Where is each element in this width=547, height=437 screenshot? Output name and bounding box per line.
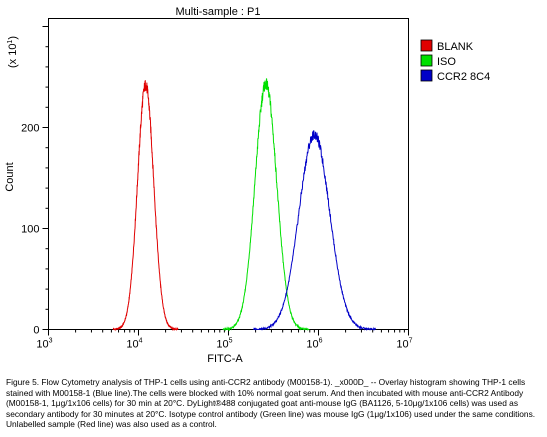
- y-tick-label: 100: [21, 224, 39, 236]
- x-tick-base: 10: [396, 339, 408, 351]
- x-tick-exponent: 3: [49, 338, 53, 345]
- x-tick-base: 10: [216, 339, 228, 351]
- legend-label: ISO: [437, 56, 456, 68]
- x-tick-exponent: 6: [319, 338, 323, 345]
- legend-label: CCR2 8C4: [437, 71, 490, 83]
- x-tick-label: 105: [216, 338, 232, 351]
- x-tick-label: 107: [396, 338, 412, 351]
- plot-frame: [48, 18, 409, 330]
- histogram-line-ccr2-8c4: [253, 130, 376, 332]
- y-tick-label: 0: [33, 325, 39, 337]
- x-tick-label: 104: [126, 338, 142, 351]
- legend-swatch: [420, 69, 433, 82]
- histogram-line-blank: [112, 80, 179, 332]
- chart-title: Multi-sample : P1: [176, 6, 261, 18]
- y-multiplier-prefix: (x 10: [7, 44, 19, 68]
- flow-cytometry-chart: Multi-sample : P1 (x 101) Count FITC-A 1…: [4, 6, 490, 365]
- legend-swatch: [420, 39, 433, 52]
- histogram-series: [112, 78, 376, 332]
- y-multiplier-exponent: 1: [7, 40, 14, 44]
- legend-label: BLANK: [437, 41, 474, 53]
- x-axis-ticks: 103 104 105 106 107: [36, 329, 413, 351]
- figure-caption: Figure 5. Flow Cytometry analysis of THP…: [6, 377, 536, 430]
- x-tick-exponent: 4: [139, 338, 143, 345]
- legend: BLANK ISO CCR2 8C4: [420, 39, 490, 83]
- x-tick-exponent: 5: [229, 338, 233, 345]
- x-tick-label: 106: [306, 338, 322, 351]
- x-tick-base: 10: [306, 339, 318, 351]
- y-multiplier-suffix: ): [7, 36, 19, 40]
- x-tick-base: 10: [126, 339, 138, 351]
- x-tick-base: 10: [36, 339, 48, 351]
- x-axis-label: FITC-A: [207, 353, 243, 365]
- y-axis-label: Count: [4, 162, 16, 191]
- y-tick-label: 200: [21, 123, 39, 135]
- y-axis-ticks: 0 100 200: [21, 26, 49, 337]
- x-tick-label: 103: [36, 338, 52, 351]
- histogram-line-iso: [222, 78, 310, 332]
- x-tick-exponent: 7: [409, 338, 413, 345]
- y-multiplier-label: (x 101): [7, 36, 19, 68]
- legend-swatch: [420, 54, 433, 67]
